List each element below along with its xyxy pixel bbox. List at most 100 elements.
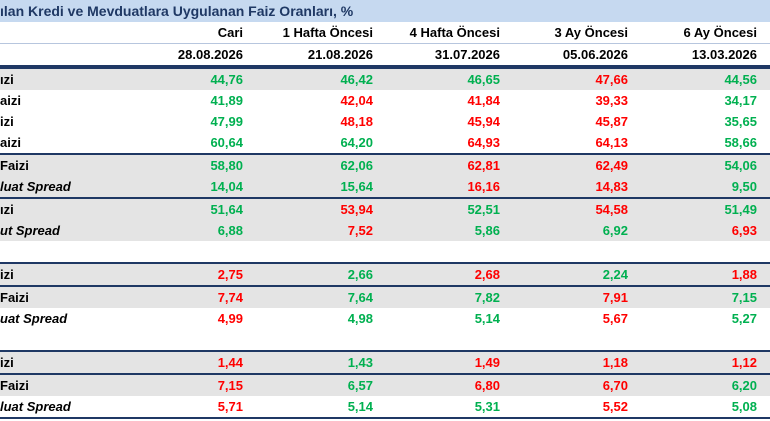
date-header: 28.08.2026 (177, 47, 243, 62)
table-row: luat Spread 14,04 15,64 16,16 14,83 9,50 (0, 176, 770, 197)
row-group: Faizi 58,80 62,06 62,81 62,49 54,06 luat Sprea… (0, 153, 770, 197)
row-label: ızi (0, 202, 14, 217)
table-row: ızi 51,64 53,94 52,51 54,58 51,49 (0, 199, 770, 220)
row-label: izi (0, 355, 14, 370)
value-cell: 41,84 (467, 93, 500, 108)
value-cell: 45,94 (467, 114, 500, 129)
value-cell: 35,65 (724, 114, 757, 129)
value-cell: 58,66 (724, 135, 757, 150)
row-label: aizi (0, 135, 21, 150)
value-cell: 7,74 (217, 290, 243, 305)
value-cell: 64,93 (467, 135, 500, 150)
value-cell: 5,71 (217, 399, 243, 414)
value-cell: 62,06 (340, 158, 373, 173)
blank-row (0, 329, 770, 350)
value-cell: 6,80 (474, 378, 500, 393)
value-cell: 6,88 (217, 223, 243, 238)
row-group: Faizi 7,15 6,57 6,80 6,70 6,20 luat Spread 5,71… (0, 373, 770, 417)
row-label: izi (0, 267, 14, 282)
row-label: Faizi (0, 378, 29, 393)
value-cell: 4,98 (347, 311, 373, 326)
value-cell: 5,67 (602, 311, 628, 326)
table-row: ut Spread 6,88 7,52 5,86 6,92 6,93 (0, 220, 770, 241)
value-cell: 7,91 (602, 290, 628, 305)
value-cell: 7,52 (347, 223, 373, 238)
value-cell: 7,15 (217, 378, 243, 393)
table-row: Faizi 7,15 6,57 6,80 6,70 6,20 (0, 375, 770, 396)
value-cell: 7,82 (474, 290, 500, 305)
date-header-row: 28.08.2026 21.08.2026 31.07.2026 05.06.2026… (0, 44, 770, 65)
table-row: uat Spread 4,99 4,98 5,14 5,67 5,27 (0, 308, 770, 329)
value-cell: 42,04 (340, 93, 373, 108)
column-header: 1 Hafta Öncesi (282, 25, 373, 40)
value-cell: 5,14 (474, 311, 500, 326)
value-cell: 2,66 (347, 267, 373, 282)
table-row: Faizi 58,80 62,06 62,81 62,49 54,06 (0, 155, 770, 176)
value-cell: 5,08 (731, 399, 757, 414)
table-row: izi 1,44 1,43 1,49 1,18 1,12 (0, 352, 770, 373)
value-cell: 1,49 (474, 355, 500, 370)
value-cell: 5,86 (474, 223, 500, 238)
table-title: ılan Kredi ve Mevduatlara Uygulanan Faiz… (0, 0, 770, 22)
value-cell: 58,80 (210, 158, 243, 173)
row-label: ut Spread (0, 223, 60, 238)
value-cell: 1,43 (347, 355, 373, 370)
date-header: 05.06.2026 (562, 47, 628, 62)
value-cell: 2,24 (602, 267, 628, 282)
value-cell: 54,58 (595, 202, 628, 217)
row-group: Faizi 7,74 7,64 7,82 7,91 7,15 uat Spread 4,99 4… (0, 285, 770, 329)
column-header: 3 Ay Öncesi (554, 25, 628, 40)
value-cell: 52,51 (467, 202, 500, 217)
row-group: izi 2,75 2,66 2,68 2,24 1,88 (0, 262, 770, 285)
value-cell: 7,15 (731, 290, 757, 305)
value-cell: 47,66 (595, 72, 628, 87)
value-cell: 54,06 (724, 158, 757, 173)
value-cell: 1,44 (217, 355, 243, 370)
value-cell: 44,56 (724, 72, 757, 87)
value-cell: 5,27 (731, 311, 757, 326)
table-row: izi 2,75 2,66 2,68 2,24 1,88 (0, 264, 770, 285)
value-cell: 6,93 (731, 223, 757, 238)
value-cell: 60,64 (210, 135, 243, 150)
row-group: ızi 51,64 53,94 52,51 54,58 51,49 ut Spread 6,8… (0, 197, 770, 241)
value-cell: 48,18 (340, 114, 373, 129)
value-cell: 34,17 (724, 93, 757, 108)
header-separator (0, 65, 770, 67)
value-cell: 6,92 (602, 223, 628, 238)
value-cell: 6,70 (602, 378, 628, 393)
row-label: uat Spread (0, 311, 68, 326)
row-label: ızi (0, 72, 14, 87)
table-row: ızi 44,76 46,42 46,65 47,66 44,56 (0, 69, 770, 90)
value-cell: 41,89 (210, 93, 243, 108)
value-cell: 46,65 (467, 72, 500, 87)
row-group: izi 1,44 1,43 1,49 1,18 1,12 (0, 350, 770, 373)
blank-row (0, 241, 770, 262)
value-cell: 2,75 (217, 267, 243, 282)
row-label: luat Spread (0, 179, 71, 194)
row-label: Faizi (0, 290, 29, 305)
value-cell: 64,20 (340, 135, 373, 150)
table-row: aizi 41,89 42,04 41,84 39,33 34,17 (0, 90, 770, 111)
table-row: luat Spread 5,71 5,14 5,31 5,52 5,08 (0, 396, 770, 417)
value-cell: 39,33 (595, 93, 628, 108)
value-cell: 14,04 (210, 179, 243, 194)
value-cell: 47,99 (210, 114, 243, 129)
bottom-border (0, 417, 770, 419)
value-cell: 1,12 (731, 355, 757, 370)
value-cell: 44,76 (210, 72, 243, 87)
row-group: ızi 44,76 46,42 46,65 47,66 44,56 aizi 41,89 42,… (0, 67, 770, 153)
value-cell: 45,87 (595, 114, 628, 129)
table-row: aizi 60,64 64,20 64,93 64,13 58,66 (0, 132, 770, 153)
date-header: 13.03.2026 (691, 47, 757, 62)
row-label: Faizi (0, 158, 29, 173)
table-row: Faizi 7,74 7,64 7,82 7,91 7,15 (0, 287, 770, 308)
value-cell: 5,14 (347, 399, 373, 414)
value-cell: 6,57 (347, 378, 373, 393)
value-cell: 51,49 (724, 202, 757, 217)
value-cell: 15,64 (340, 179, 373, 194)
table-body: ızi 44,76 46,42 46,65 47,66 44,56 aizi 41,89 42,… (0, 67, 770, 419)
value-cell: 9,50 (731, 179, 757, 194)
column-header-row: Cari 1 Hafta Öncesi 4 Hafta Öncesi 3 Ay Önc… (0, 22, 770, 44)
row-label: izi (0, 114, 14, 129)
